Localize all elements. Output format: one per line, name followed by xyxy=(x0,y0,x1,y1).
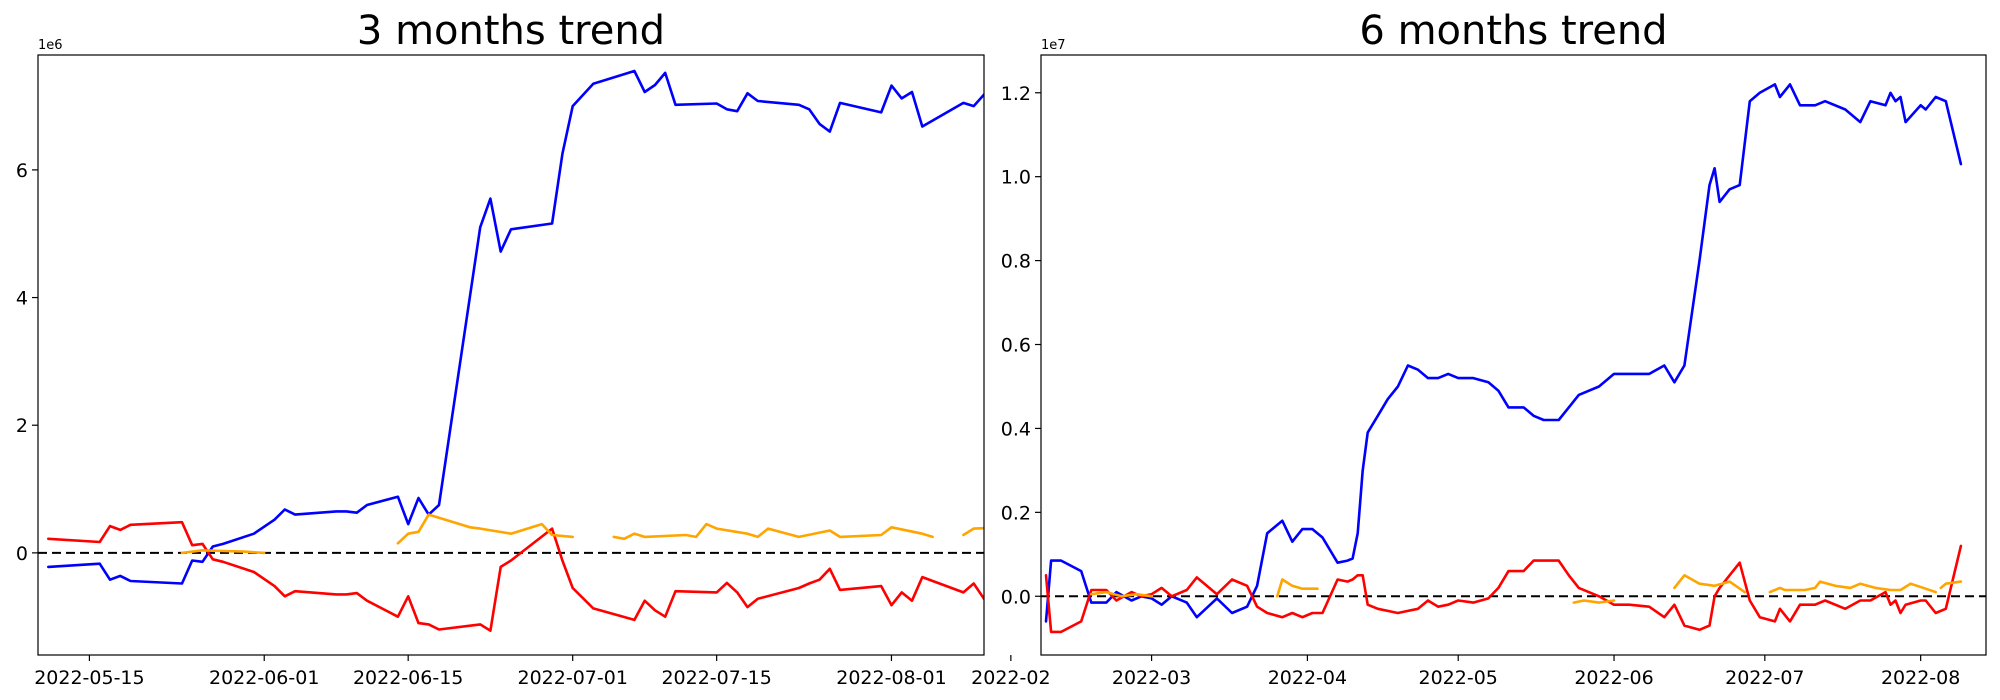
series-line-2-segment-2 xyxy=(1572,599,1616,604)
x-tick-label: 2022-02 xyxy=(971,667,1050,689)
plot-frame xyxy=(1040,54,1987,656)
x-tick-label: 2022-06-01 xyxy=(209,667,319,689)
series-line-2-segment-2 xyxy=(612,522,934,541)
chart-title: 6 months trend xyxy=(1359,8,1667,54)
chart-panel-3-months: 3 months trend 1e6 0 2 4 6 2022-05-15 2022-06-0… xyxy=(16,8,985,689)
y-axis-exponent-label: 1e6 xyxy=(38,38,63,53)
series-line-0 xyxy=(1044,83,1963,623)
series-line-2-segment-3 xyxy=(962,526,984,537)
y-tick-label: 6 xyxy=(16,160,28,182)
y-axis-exponent-label: 1e7 xyxy=(1041,38,1066,53)
y-tick-label: 4 xyxy=(16,288,28,310)
series-line-2-segment-1 xyxy=(396,513,574,545)
y-tick-label: 0.4 xyxy=(1001,418,1031,440)
plot-frame xyxy=(37,54,985,656)
plot-area xyxy=(38,69,984,632)
x-tick-label: 2022-08 xyxy=(1881,667,1960,689)
x-tick-label: 2022-07 xyxy=(1725,667,1804,689)
y-tick-label: 1.2 xyxy=(1001,83,1031,105)
plot-area xyxy=(1041,83,1986,634)
x-tick-label: 2022-06 xyxy=(1574,667,1653,689)
x-tick-label: 2022-03 xyxy=(1112,667,1191,689)
x-tick-label: 2022-07-01 xyxy=(517,667,627,689)
series-line-0 xyxy=(47,69,984,585)
chart-panel-6-months: 6 months trend 1e7 0.0 0.2 0.4 0.6 0.8 1.0 1.2 20… xyxy=(971,8,1987,689)
x-tick-label: 2022-08-01 xyxy=(836,667,946,689)
y-tick-label: 0.8 xyxy=(1001,251,1031,273)
x-tick-label: 2022-05-15 xyxy=(34,667,144,689)
x-tick-label: 2022-07-15 xyxy=(661,667,771,689)
y-tick-label: 0.6 xyxy=(1001,335,1031,357)
y-tick-label: 0.0 xyxy=(1001,586,1031,608)
x-tick-label: 2022-05 xyxy=(1419,667,1498,689)
x-tick-label: 2022-06-15 xyxy=(353,667,463,689)
chart-title: 3 months trend xyxy=(357,8,665,54)
x-tick-label: 2022-04 xyxy=(1268,667,1347,689)
series-line-2-segment-3 xyxy=(1673,574,1746,594)
y-tick-label: 0 xyxy=(16,543,28,565)
series-line-2-segment-5 xyxy=(1939,580,1963,590)
y-tick-label: 1.0 xyxy=(1001,167,1031,189)
series-line-2-segment-0 xyxy=(180,549,266,555)
series-line-1 xyxy=(1044,544,1963,634)
y-tick-label: 0.2 xyxy=(1001,502,1031,524)
series-line-2-segment-0 xyxy=(1090,590,1153,598)
series-line-2-segment-1 xyxy=(1276,578,1319,598)
series-line-1 xyxy=(47,520,984,632)
y-tick-label: 2 xyxy=(16,415,28,437)
series-line-2-segment-4 xyxy=(1768,580,1937,594)
